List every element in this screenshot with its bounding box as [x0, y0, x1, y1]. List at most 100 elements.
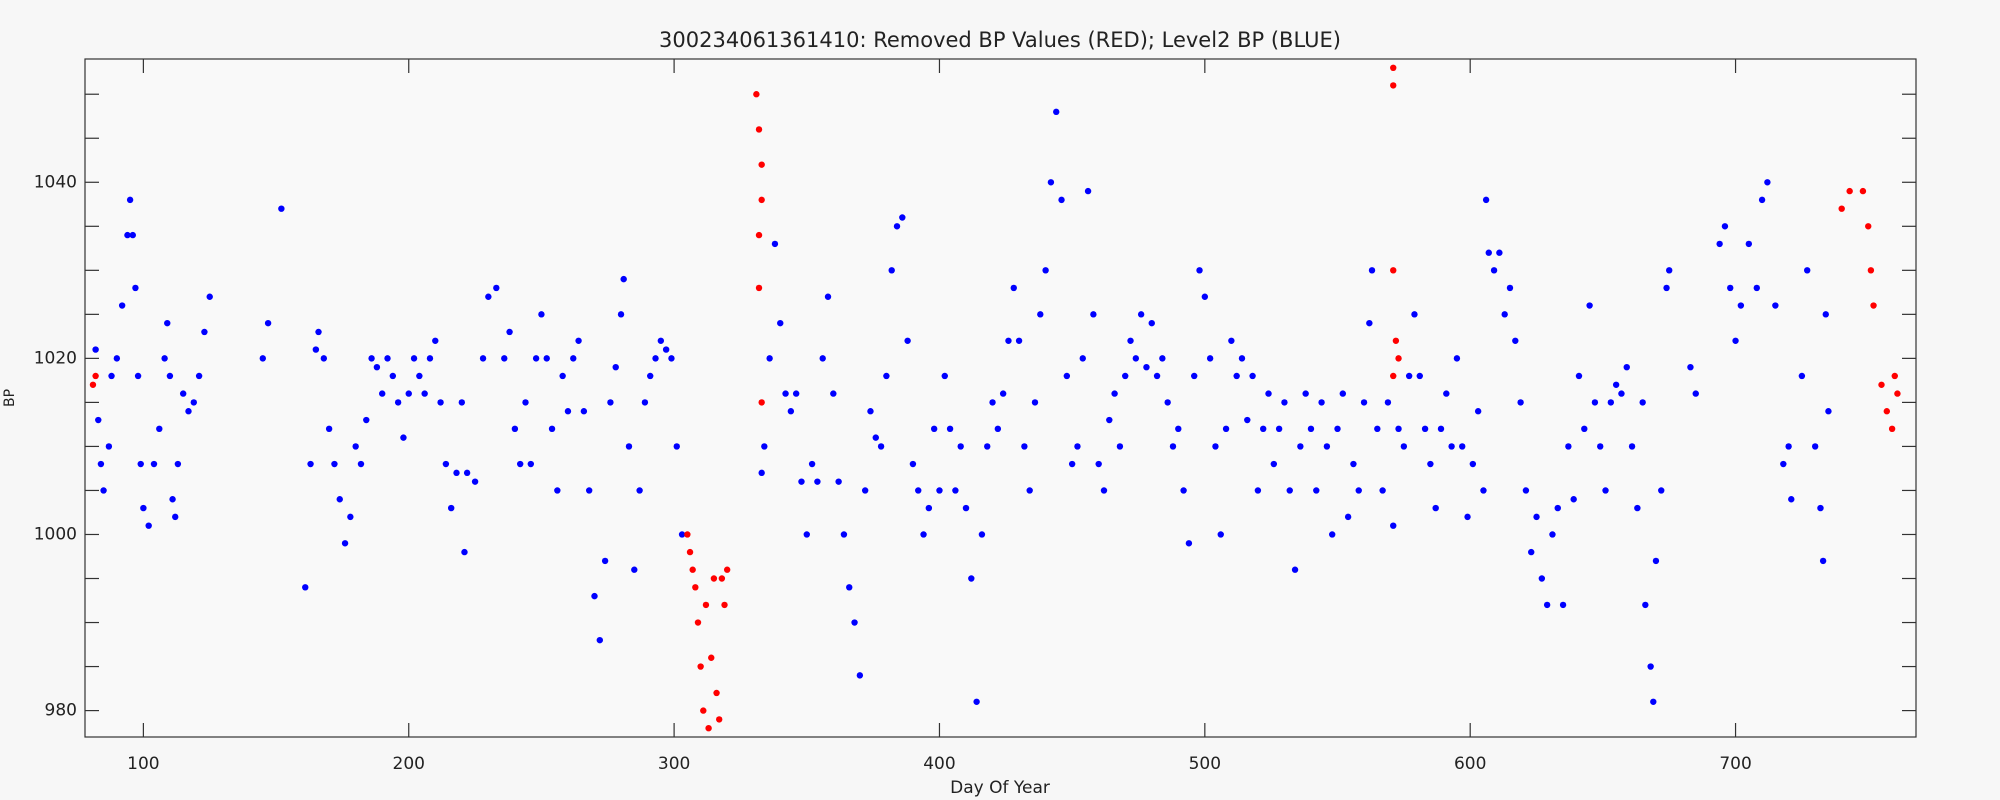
point [946, 425, 954, 433]
point [315, 328, 322, 336]
point [792, 390, 800, 397]
point [692, 584, 699, 591]
point [259, 355, 266, 362]
point [1143, 363, 1150, 371]
point [278, 205, 285, 212]
point [1658, 487, 1665, 494]
point [1883, 408, 1891, 415]
point [1878, 381, 1885, 388]
point [631, 566, 638, 573]
point [808, 460, 816, 468]
point [1618, 390, 1625, 397]
point [1196, 267, 1203, 274]
point [1411, 311, 1418, 318]
point [1390, 64, 1397, 72]
point [1811, 443, 1819, 450]
point [336, 496, 343, 503]
point [1079, 355, 1086, 362]
point [453, 469, 460, 477]
x-axis-label: Day Of Year [950, 778, 1050, 798]
point [108, 372, 115, 380]
point [137, 460, 144, 468]
point [379, 390, 386, 397]
point [1228, 337, 1235, 344]
point [89, 381, 97, 388]
point [824, 293, 832, 300]
point [1084, 187, 1092, 195]
point [1201, 293, 1209, 300]
point [1180, 487, 1187, 494]
point [1329, 531, 1336, 538]
point [105, 443, 113, 450]
point [432, 337, 439, 344]
point [95, 416, 102, 424]
point [1366, 319, 1373, 327]
point [851, 619, 858, 626]
point [1804, 267, 1811, 274]
point [1090, 311, 1097, 318]
point [1275, 425, 1283, 433]
point [1400, 443, 1408, 450]
point [1286, 487, 1293, 494]
point [962, 504, 970, 512]
point [1716, 240, 1723, 248]
point [1538, 575, 1546, 582]
points [89, 64, 1901, 732]
point [1549, 531, 1556, 538]
point [1164, 399, 1171, 406]
point [1687, 363, 1694, 371]
point [1042, 267, 1049, 274]
point [1652, 557, 1660, 565]
point [92, 346, 99, 353]
point [1448, 443, 1455, 450]
point [1469, 460, 1477, 468]
point [559, 372, 566, 380]
point [1031, 399, 1039, 406]
point [1217, 531, 1224, 538]
point [625, 443, 633, 450]
point [1339, 390, 1347, 397]
point [819, 355, 826, 362]
point [1554, 504, 1561, 512]
point [1390, 372, 1397, 380]
point [1421, 425, 1429, 433]
point [647, 372, 654, 380]
point [1368, 267, 1376, 274]
x-tick-label: 500 [1189, 754, 1221, 774]
point [1302, 390, 1309, 397]
point [1427, 460, 1434, 468]
point [1570, 496, 1577, 503]
point [548, 425, 556, 433]
point [1443, 390, 1450, 397]
point [652, 355, 659, 362]
point [697, 663, 704, 670]
point [925, 504, 933, 512]
point [113, 355, 121, 362]
point [920, 531, 927, 538]
point [124, 231, 131, 239]
point [264, 319, 272, 327]
point [1265, 390, 1272, 397]
point [1212, 443, 1219, 450]
y-tick-label: 980 [45, 701, 77, 721]
point [185, 408, 192, 415]
point [307, 460, 314, 468]
point [641, 399, 649, 406]
point [909, 460, 917, 468]
point [978, 531, 986, 538]
point [1307, 425, 1315, 433]
point [1575, 372, 1583, 380]
point [493, 284, 500, 292]
point [798, 478, 805, 485]
point [352, 443, 359, 450]
point [1639, 399, 1646, 406]
point [1390, 267, 1397, 274]
point [1148, 319, 1155, 327]
point [662, 346, 670, 353]
point [1206, 355, 1214, 362]
point [169, 496, 176, 503]
point [856, 672, 864, 679]
point [1888, 425, 1896, 433]
point [1175, 425, 1182, 433]
point [426, 355, 434, 362]
